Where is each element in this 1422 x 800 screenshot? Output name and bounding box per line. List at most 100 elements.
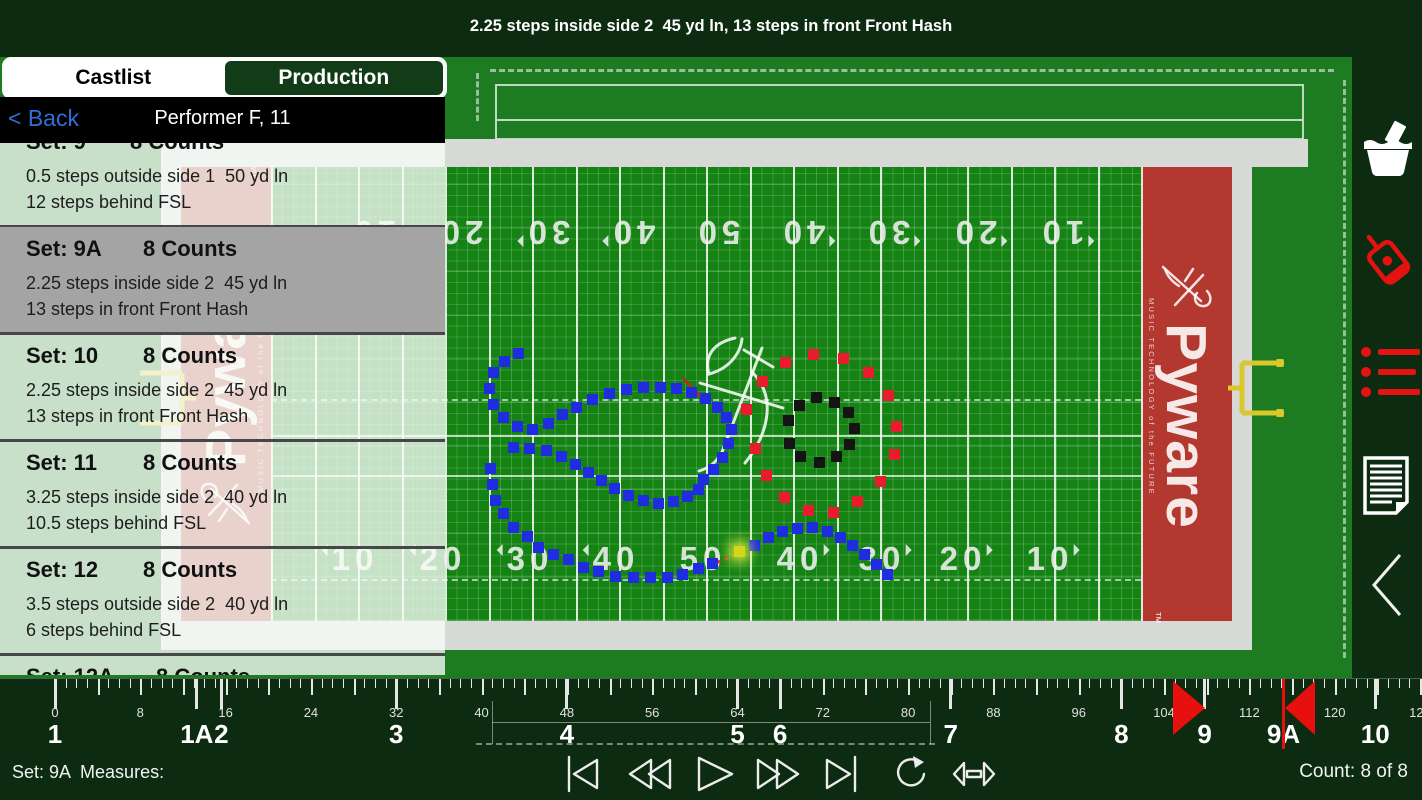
performer-dot-red[interactable] <box>761 470 772 481</box>
set-marker-label[interactable]: 5 <box>730 719 745 749</box>
performer-dot-black[interactable] <box>829 397 840 408</box>
setlist-icon[interactable] <box>1360 345 1422 401</box>
performer-dot-blue[interactable] <box>484 383 495 394</box>
document-icon[interactable] <box>1360 455 1414 515</box>
performer-dot-blue[interactable] <box>556 451 567 462</box>
performer-dot-blue[interactable] <box>524 443 535 454</box>
performer-dot-blue[interactable] <box>621 384 632 395</box>
performer-dot-red[interactable] <box>779 492 790 503</box>
performer-dot-red[interactable] <box>808 349 819 360</box>
skip-end-button[interactable] <box>820 753 868 795</box>
performer-dot-blue[interactable] <box>499 356 510 367</box>
performer-dot-red[interactable] <box>863 367 874 378</box>
rewind-button[interactable] <box>625 753 673 795</box>
performer-dot-blue[interactable] <box>682 491 693 502</box>
set-row[interactable]: Set: 10 8 Counts 2.25 steps inside side 2 … <box>0 343 445 450</box>
performer-dot-black[interactable] <box>814 457 825 468</box>
performer-dot-blue[interactable] <box>693 563 704 574</box>
performer-dot-red[interactable] <box>757 376 768 387</box>
sets-list[interactable]: Set: 9 8 Counts 0.5 steps outside side 1 5… <box>0 143 445 675</box>
performer-dot-black[interactable] <box>795 451 806 462</box>
playback-position-line[interactable] <box>1281 679 1285 749</box>
fast-forward-button[interactable] <box>755 753 803 795</box>
performer-dot-blue[interactable] <box>543 418 554 429</box>
performer-dot-blue[interactable] <box>498 508 509 519</box>
performer-dot-blue[interactable] <box>623 490 634 501</box>
performer-dot-blue[interactable] <box>490 495 501 506</box>
performer-dot-blue[interactable] <box>726 424 737 435</box>
performer-dot-blue[interactable] <box>655 382 666 393</box>
performer-dot-black[interactable] <box>784 438 795 449</box>
set-row[interactable]: Set: 9 8 Counts 0.5 steps outside side 1 5… <box>0 143 445 236</box>
performer-dot-blue[interactable] <box>485 463 496 474</box>
performer-dot-blue[interactable] <box>822 526 833 537</box>
performer-dot-blue[interactable] <box>508 522 519 533</box>
performer-dot-blue[interactable] <box>847 540 858 551</box>
collapse-icon[interactable] <box>1368 552 1408 618</box>
performer-dot-black[interactable] <box>811 392 822 403</box>
performer-dot-blue[interactable] <box>693 484 704 495</box>
set-row[interactable]: Set: 12A 8 Counts <box>0 664 445 675</box>
performer-dot-blue[interactable] <box>488 367 499 378</box>
performer-dot-blue[interactable] <box>563 554 574 565</box>
performer-dot-blue[interactable] <box>508 442 519 453</box>
set-row[interactable]: Set: 11 8 Counts 3.25 steps inside side 2 … <box>0 450 445 557</box>
performer-dot-blue[interactable] <box>593 566 604 577</box>
performer-dot-blue[interactable] <box>527 424 538 435</box>
performer-dot-blue[interactable] <box>645 572 656 583</box>
performer-dot-red[interactable] <box>838 353 849 364</box>
performer-dot-blue[interactable] <box>570 459 581 470</box>
back-button[interactable]: < Back <box>8 105 79 131</box>
set-marker-label[interactable]: 2 <box>214 719 229 749</box>
performer-dot-red[interactable] <box>891 421 902 432</box>
performer-dot-blue[interactable] <box>609 483 620 494</box>
performer-dot-blue[interactable] <box>686 387 697 398</box>
performer-dot-blue[interactable] <box>698 474 709 485</box>
performer-dot-blue[interactable] <box>512 421 523 432</box>
performer-dot-blue[interactable] <box>487 479 498 490</box>
performer-dot-blue[interactable] <box>587 394 598 405</box>
performer-dot-red[interactable] <box>883 390 894 401</box>
set-marker-label[interactable]: 7 <box>943 719 958 749</box>
performer-dot-blue[interactable] <box>763 532 774 543</box>
performer-dot-blue[interactable] <box>583 467 594 478</box>
play-button[interactable] <box>690 753 738 795</box>
performer-dot-red[interactable] <box>803 505 814 516</box>
performer-dot-blue[interactable] <box>533 542 544 553</box>
performer-dot-blue[interactable] <box>882 569 893 580</box>
performer-dot-blue[interactable] <box>792 523 803 534</box>
playback-position-marker[interactable] <box>1285 681 1316 735</box>
performer-dot-red[interactable] <box>852 496 863 507</box>
performer-dot-black[interactable] <box>831 451 842 462</box>
performer-dot-blue[interactable] <box>749 540 760 551</box>
performer-dot-red[interactable] <box>741 404 752 415</box>
set-marker-label[interactable]: 8 <box>1114 719 1129 749</box>
performer-dot-blue[interactable] <box>723 438 734 449</box>
count-ruler[interactable]: 08162432404856647280889610411212012811A2… <box>0 678 1422 749</box>
performer-dot-blue[interactable] <box>835 532 846 543</box>
performer-dot-blue[interactable] <box>488 399 499 410</box>
performer-dot-blue[interactable] <box>610 571 621 582</box>
performer-dot-blue[interactable] <box>541 445 552 456</box>
selected-performer-dot[interactable] <box>734 546 745 557</box>
performer-dot-blue[interactable] <box>638 495 649 506</box>
performer-dot-black[interactable] <box>843 407 854 418</box>
performer-dot-blue[interactable] <box>807 522 818 533</box>
performer-dot-blue[interactable] <box>871 559 882 570</box>
set-marker-label[interactable]: 1 <box>47 719 63 749</box>
performer-dot-blue[interactable] <box>548 549 559 560</box>
performer-dot-blue[interactable] <box>677 569 688 580</box>
performer-dot-blue[interactable] <box>498 412 509 423</box>
performer-dot-blue[interactable] <box>653 498 664 509</box>
set-marker-label[interactable]: 4 <box>559 719 575 749</box>
performer-dot-blue[interactable] <box>671 383 682 394</box>
performer-dot-blue[interactable] <box>708 464 719 475</box>
performer-dot-red[interactable] <box>780 357 791 368</box>
set-marker-label[interactable]: 3 <box>389 719 404 749</box>
performer-dot-blue[interactable] <box>721 412 732 423</box>
playback-start-marker[interactable] <box>1172 681 1205 735</box>
fit-range-button[interactable] <box>950 753 998 795</box>
performer-dot-blue[interactable] <box>513 348 524 359</box>
performer-dot-black[interactable] <box>844 439 855 450</box>
tab-castlist[interactable]: Castlist <box>75 66 152 89</box>
